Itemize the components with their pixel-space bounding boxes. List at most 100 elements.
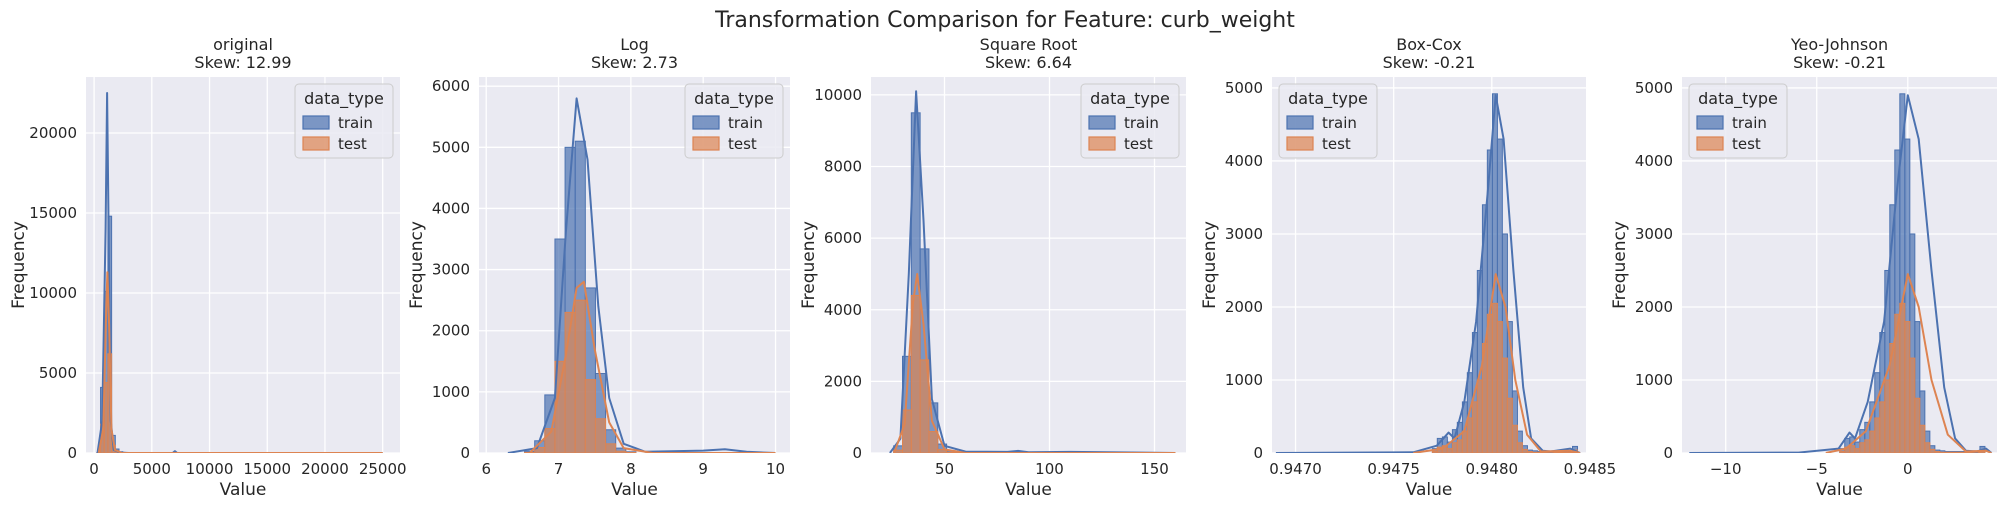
test-bar	[1521, 448, 1528, 453]
x-tick-label: 0.9470	[1269, 460, 1322, 478]
test-bar	[1864, 439, 1871, 453]
legend-swatch-train	[1696, 115, 1724, 130]
panel-title: Log	[620, 35, 649, 54]
test-bar	[1511, 424, 1518, 453]
legend-swatch-test	[1286, 136, 1314, 151]
y-tick-label: 2000	[824, 372, 862, 390]
panel-title: Square Root	[980, 35, 1078, 54]
test-bar	[605, 443, 617, 453]
test-bar	[1556, 451, 1563, 453]
test-bar	[928, 431, 939, 453]
x-tick-label: 8	[626, 460, 636, 478]
plot-marks	[507, 97, 776, 453]
legend-label-test: test	[338, 135, 367, 153]
test-bar	[1566, 451, 1573, 453]
y-tick-label: 1000	[1225, 371, 1263, 389]
test-bar	[1496, 321, 1503, 453]
y-tick-label: 4000	[1225, 152, 1263, 170]
test-bar	[1879, 401, 1886, 453]
y-axis-label: Frequency	[1610, 221, 1630, 309]
x-tick-label: 0	[89, 460, 99, 478]
test-bar	[1551, 451, 1558, 453]
x-tick-label: 10	[766, 460, 785, 478]
y-tick-label: 6000	[432, 77, 470, 95]
y-tick-label: 8000	[824, 158, 862, 176]
y-tick-label: 15000	[29, 204, 77, 222]
plot-marks	[1689, 93, 1993, 453]
test-bar	[615, 450, 627, 453]
test-bar	[1949, 451, 1956, 453]
test-bar	[1854, 448, 1861, 453]
test-bar	[1929, 448, 1936, 453]
legend-label-train: train	[338, 114, 373, 132]
test-bar	[1924, 442, 1931, 453]
legend-label-train: train	[728, 114, 763, 132]
plot-marks	[96, 92, 383, 453]
test-kde-line	[893, 273, 1176, 453]
panel-4: 0 1000 2000 3000 4000 5000 0.9470 0.9475 0.9480 0…	[1200, 35, 1616, 500]
x-tick-label: 0.9475	[1367, 460, 1420, 478]
test-bar	[1451, 442, 1458, 453]
test-bar	[1456, 439, 1463, 453]
panel-title: original	[213, 35, 273, 54]
y-tick-label: 2000	[1225, 298, 1263, 316]
y-tick-label: 4000	[824, 301, 862, 319]
test-bar	[1431, 451, 1438, 453]
legend-label-test: test	[728, 135, 757, 153]
panel-title: Box-Cox	[1396, 35, 1461, 54]
panel-subtitle: Skew: 12.99	[194, 53, 291, 72]
y-tick-label: 4000	[1635, 152, 1673, 170]
legend-swatch-test	[1088, 136, 1116, 151]
x-axis-label: Value	[1005, 480, 1052, 500]
legend-title: data_type	[694, 89, 774, 109]
test-bar	[1491, 302, 1498, 453]
x-axis-label: Value	[1406, 480, 1453, 500]
test-bar	[1446, 448, 1453, 453]
y-tick-label: 4000	[432, 199, 470, 217]
test-kde-line	[1413, 273, 1581, 453]
x-tick-label: 6	[481, 460, 491, 478]
x-tick-label: 0.9480	[1466, 460, 1519, 478]
test-bar	[1934, 451, 1941, 453]
legend-title: data_type	[1288, 89, 1368, 109]
legend-swatch-train	[302, 115, 330, 130]
y-tick-label: 5000	[39, 364, 77, 382]
test-bar	[902, 409, 912, 453]
x-tick-label: 15000	[243, 460, 291, 478]
test-bar	[584, 379, 596, 453]
legend-title: data_type	[304, 89, 384, 109]
test-bar	[1516, 442, 1523, 453]
test-bar	[1501, 357, 1508, 453]
legend-swatch-test	[1696, 136, 1724, 151]
y-tick-label: 3000	[1635, 225, 1673, 243]
test-bar	[1954, 451, 1961, 453]
test-bar	[1939, 451, 1946, 453]
y-axis-label: Frequency	[407, 221, 427, 309]
x-tick-label: −10	[1710, 460, 1742, 478]
test-bar	[1526, 451, 1533, 453]
legend-swatch-train	[692, 115, 720, 130]
y-tick-label: 6000	[824, 229, 862, 247]
test-bar	[1904, 321, 1911, 453]
test-kde-line	[97, 271, 383, 453]
panel-3: 0 2000 4000 6000 8000 10000 50 100 150 Value Frequ…	[799, 35, 1186, 500]
legend-label-train: train	[1124, 114, 1159, 132]
test-bar	[574, 299, 586, 453]
test-bar	[1561, 451, 1569, 453]
y-tick-label: 1000	[432, 383, 470, 401]
test-bar	[1944, 451, 1951, 453]
test-bar	[1476, 379, 1483, 453]
panel-subtitle: Skew: -0.21	[1793, 53, 1886, 72]
test-bar	[1486, 313, 1493, 453]
panel-subtitle: Skew: 6.64	[985, 53, 1072, 72]
test-bar	[937, 448, 948, 453]
y-tick-label: 2000	[1635, 298, 1673, 316]
x-tick-label: 150	[1140, 460, 1169, 478]
legend-label-test: test	[1732, 135, 1761, 153]
test-bar	[1859, 442, 1866, 453]
